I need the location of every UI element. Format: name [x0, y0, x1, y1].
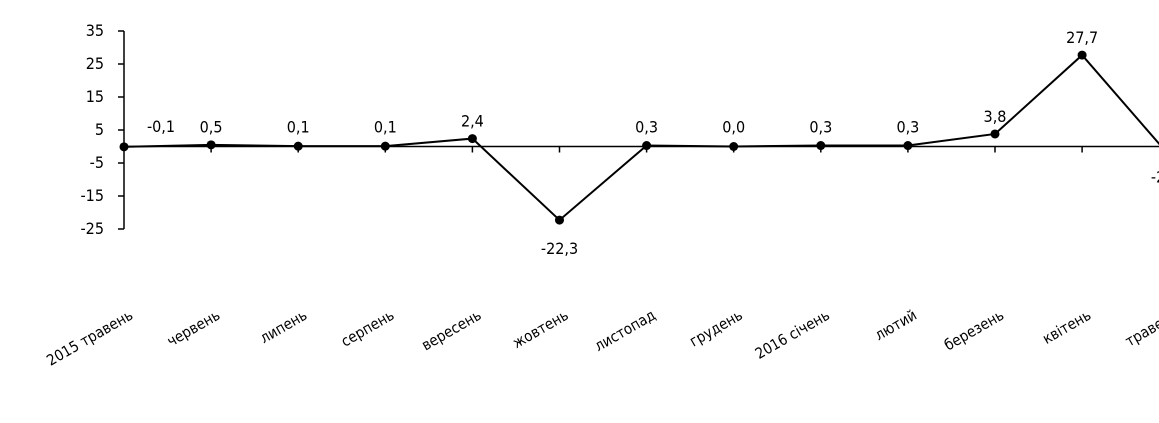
data-point: [119, 142, 129, 152]
series-line-group: [119, 50, 1159, 225]
data-label: 0,0: [722, 118, 745, 137]
data-point: [816, 141, 826, 151]
data-point: [467, 134, 477, 144]
data-label: 27,7: [1066, 28, 1098, 47]
y-tick-label: 15: [86, 87, 104, 106]
y-axis-ticks: 35 25 15 5 -5 -15 -25: [80, 21, 124, 238]
x-category-label: травень: [1122, 306, 1159, 350]
data-label: 2,4: [461, 112, 484, 131]
x-axis-category-labels: 2015 травень червень липень серпень вересень…: [44, 306, 1159, 370]
x-category-label: лютий: [872, 306, 920, 344]
data-label: 0,1: [287, 118, 310, 137]
data-label: 0,5: [200, 118, 223, 137]
data-label: 0,1: [374, 118, 397, 137]
data-label: -2,7: [1151, 168, 1159, 187]
x-category-label: жовтень: [509, 306, 571, 352]
data-point: [1077, 50, 1087, 60]
data-label: 0,3: [635, 118, 658, 137]
x-category-label: грудень: [686, 306, 745, 351]
x-category-label: липень: [257, 306, 310, 347]
data-label: -0,1: [147, 117, 175, 136]
x-category-label: квітень: [1039, 306, 1094, 348]
x-category-label: серпень: [338, 306, 397, 351]
data-point: [642, 141, 652, 151]
x-category-label: 2015 травень: [44, 306, 136, 370]
data-point: [903, 141, 913, 151]
data-point: [990, 129, 1000, 139]
data-label: 0,3: [896, 118, 919, 137]
x-category-label: червень: [164, 306, 223, 351]
y-tick-label: -15: [80, 186, 104, 205]
data-point: [555, 215, 564, 225]
x-category-label: листопад: [591, 306, 658, 355]
x-category-label: березень: [941, 306, 1007, 354]
data-point: [206, 140, 216, 150]
y-tick-label: -25: [80, 219, 104, 238]
y-tick-label: -5: [90, 153, 104, 172]
x-category-label: 2016 січень: [752, 306, 833, 363]
data-point: [729, 142, 739, 151]
data-labels: -0,1 0,5 0,1 0,1 2,4 -22,3 0,3 0,0 0,3 0,3 3,8 27,7…: [147, 28, 1159, 258]
y-tick-label: 25: [86, 54, 104, 73]
series-line: [123, 53, 1159, 222]
data-point: [380, 141, 390, 151]
y-tick-label: 5: [95, 120, 104, 139]
data-label: -22,3: [541, 239, 578, 258]
x-category-label: вересень: [419, 306, 485, 354]
data-label: 0,3: [809, 118, 832, 137]
data-label: 3,8: [984, 107, 1007, 126]
data-point: [293, 141, 303, 151]
y-tick-label: 35: [86, 21, 104, 40]
